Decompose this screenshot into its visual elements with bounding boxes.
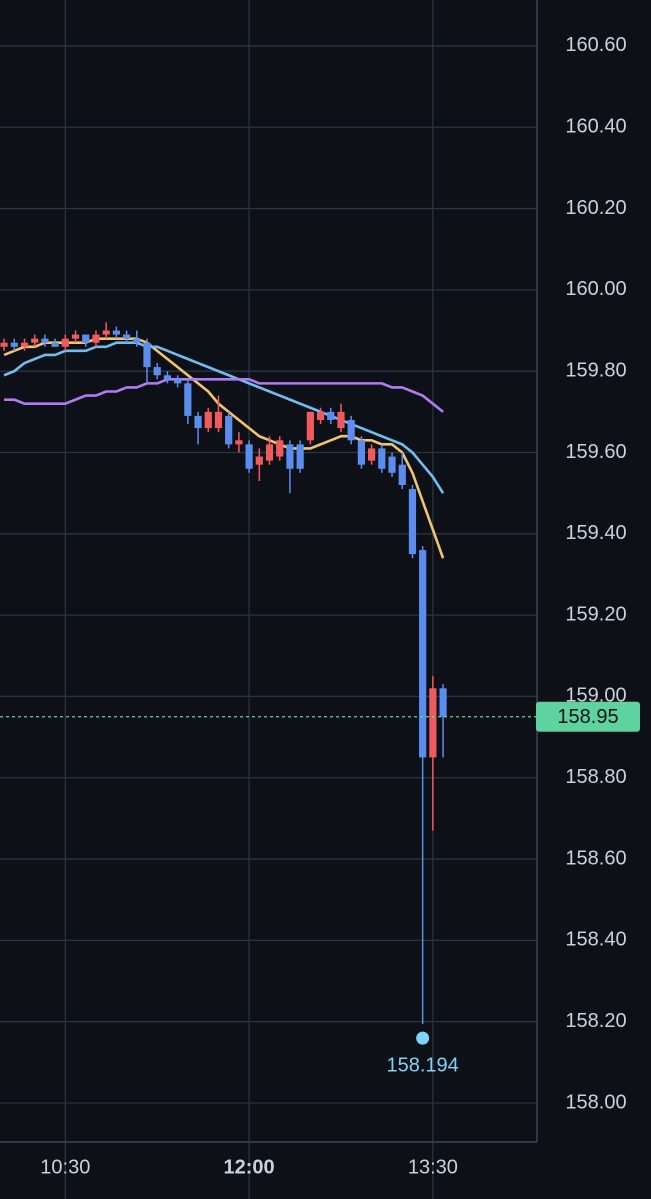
candle-body xyxy=(92,334,100,343)
candle-body xyxy=(20,342,29,347)
y-tick-label: 158.60 xyxy=(565,847,626,869)
candle-body xyxy=(122,334,131,339)
candle-body xyxy=(61,338,69,347)
x-tick-label: 13:30 xyxy=(408,1156,458,1178)
y-tick-label: 158.20 xyxy=(565,1010,626,1032)
candle-body xyxy=(347,419,355,441)
candle-body xyxy=(102,330,110,335)
y-tick-label: 158.40 xyxy=(565,929,626,951)
y-tick-label: 160.20 xyxy=(565,197,626,219)
candle-body xyxy=(184,383,192,416)
y-tick-label: 160.00 xyxy=(565,278,626,300)
candle-body xyxy=(245,444,253,469)
candle-body xyxy=(255,456,263,465)
candle-body xyxy=(429,688,437,758)
candle-body xyxy=(41,338,49,343)
candle-body xyxy=(10,342,18,347)
candle-body xyxy=(306,411,314,441)
y-tick-label: 159.40 xyxy=(565,522,626,544)
candle-body xyxy=(286,444,294,469)
candle-body xyxy=(82,334,90,343)
candle-body xyxy=(51,342,59,347)
candle-body xyxy=(163,375,172,380)
x-tick-label: 10:30 xyxy=(40,1156,90,1178)
y-tick-label: 159.80 xyxy=(565,359,626,381)
candle-body xyxy=(153,367,161,376)
candle-body xyxy=(378,448,386,469)
candle-body xyxy=(337,411,345,429)
candle-body xyxy=(357,440,366,465)
candle-body xyxy=(276,440,284,457)
x-tick-label: 12:00 xyxy=(224,1156,275,1178)
candle-body xyxy=(194,415,202,429)
low-marker xyxy=(416,1031,430,1045)
moving-average-line xyxy=(4,378,444,413)
low-marker-label: 158.194 xyxy=(387,1054,459,1076)
candle-body xyxy=(296,444,304,469)
candle-body xyxy=(388,456,396,473)
candle-body xyxy=(225,415,233,445)
candle-body xyxy=(398,464,406,486)
y-tick-label: 158.80 xyxy=(565,766,626,788)
candle-body xyxy=(408,489,417,555)
candle-body xyxy=(31,338,39,343)
candle-body xyxy=(419,550,427,758)
moving-average-line xyxy=(3,341,445,494)
candle-body xyxy=(316,411,325,420)
y-tick-label: 159.60 xyxy=(565,441,626,463)
y-tick-label: 158.00 xyxy=(565,1091,626,1113)
candle-body xyxy=(0,342,8,347)
candle-body xyxy=(265,444,274,461)
candle-body xyxy=(174,379,182,384)
moving-average-line xyxy=(3,337,445,559)
candle-body xyxy=(327,411,335,420)
candle-body xyxy=(214,411,223,429)
candle-body xyxy=(235,440,243,445)
last-price-label: 158.95 xyxy=(557,706,618,728)
candle-body xyxy=(439,688,447,717)
candle-body xyxy=(368,448,376,461)
candle-body xyxy=(143,342,151,368)
y-tick-label: 159.00 xyxy=(565,685,626,707)
candle-body xyxy=(133,338,141,343)
y-tick-label: 159.20 xyxy=(565,603,626,625)
candle-body xyxy=(71,334,80,339)
y-tick-label: 160.60 xyxy=(565,34,626,56)
y-tick-label: 160.40 xyxy=(565,116,626,138)
candle-body xyxy=(204,411,212,429)
last-price-tag xyxy=(536,701,640,732)
candle-body xyxy=(112,330,120,335)
